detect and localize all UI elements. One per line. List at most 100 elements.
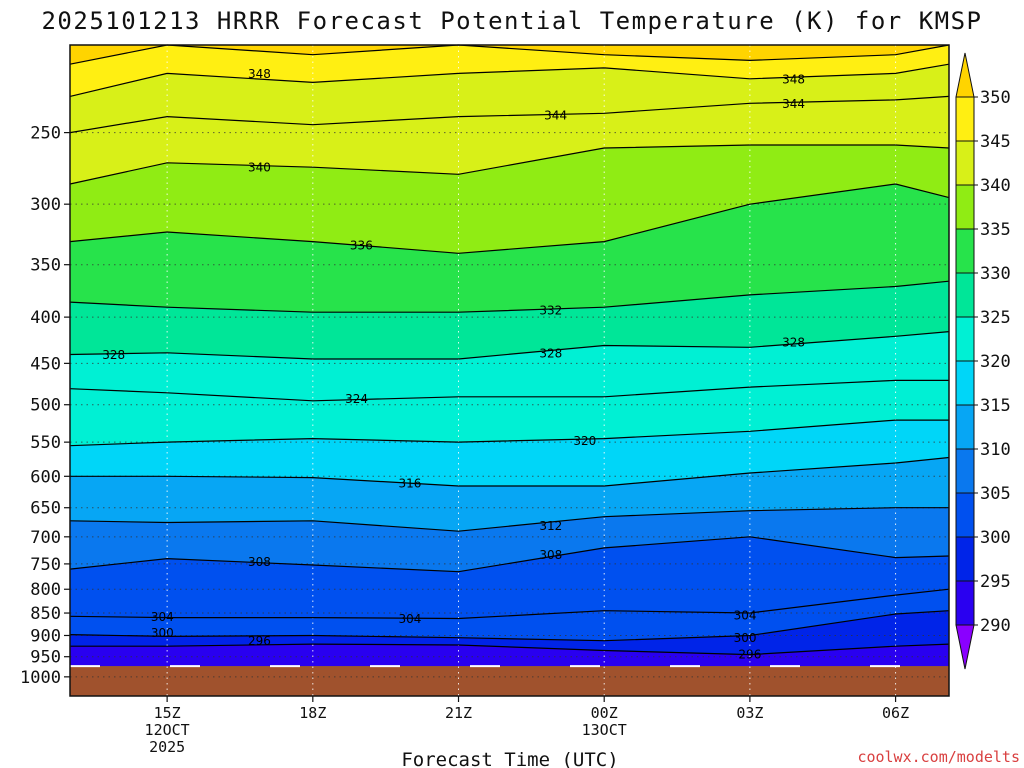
colorbar-tick-label: 290: [980, 616, 1011, 636]
isentrope-348: [69, 63, 950, 97]
isentrope-296: [70, 643, 950, 656]
contour-label-group: 308: [539, 548, 562, 562]
contour-label: 304: [734, 608, 757, 622]
x-tick-label: 15Z: [154, 704, 181, 722]
contour-label: 316: [398, 476, 421, 490]
contour-label: 308: [539, 548, 562, 562]
colorbar-tick-label: 350: [980, 88, 1011, 108]
x-tick-label: 06Z: [882, 704, 909, 722]
y-tick-label: 700: [30, 528, 61, 548]
chart-title: 2025101213 HRRR Forecast Potential Tempe…: [41, 7, 982, 35]
contour-label: 312: [539, 519, 562, 533]
x-tick-label: 21Z: [445, 704, 472, 722]
theta-fill-layer: [70, 45, 949, 696]
x-axis-label: Forecast Time (UTC): [401, 749, 618, 768]
contour-label: 344: [544, 108, 567, 122]
colorbar-box-305: [955, 448, 975, 494]
contour-label-group: 324: [345, 392, 368, 406]
contour-label: 340: [248, 161, 271, 175]
x-tick-label: 13OCT: [582, 721, 627, 739]
isentrope-324: [69, 379, 949, 402]
contour-label: 296: [738, 647, 761, 661]
colorbar-box-290: [955, 580, 975, 626]
grid-layer: [70, 45, 949, 696]
isentrope-352: [69, 44, 950, 65]
contour-label-group: 328: [782, 335, 805, 349]
y-tick-label: 850: [30, 604, 61, 624]
colorbar-tick-label: 335: [980, 220, 1011, 240]
y-tick-label: 450: [30, 354, 61, 374]
x-tick-label: 12OCT: [145, 721, 190, 739]
y-tick-label: 1000: [20, 668, 61, 688]
colorbar: 290 295 300 305 310 315 320 325 330 335 340 345 350: [955, 52, 1011, 670]
contour-label-group: 300: [151, 626, 174, 640]
y-tick-label: 400: [30, 308, 61, 328]
colorbar-tick-label: 340: [980, 176, 1011, 196]
contour-label-group: 344: [544, 108, 567, 122]
contour-label: 324: [345, 392, 368, 406]
contour-label-group: 316: [398, 476, 421, 490]
x-tick-label: 2025: [149, 738, 185, 756]
y-tick-label: 600: [30, 467, 61, 487]
y-tick-label: 800: [30, 580, 61, 600]
isentrope-332: [69, 280, 950, 313]
ground-fill: [70, 666, 949, 696]
plot-frame: [69, 44, 950, 697]
y-tick-label: 350: [30, 256, 61, 276]
contour-label-group: 336: [350, 239, 373, 253]
isentrope-312: [69, 507, 949, 532]
colorbar-box-335: [955, 184, 975, 230]
colorbar-box-330: [955, 228, 975, 274]
credit-link[interactable]: coolwx.com/modelts: [857, 748, 1020, 766]
contour-label-group: 348: [248, 67, 271, 81]
y-tick-label: 300: [30, 195, 61, 215]
contour-label-group: 328: [539, 346, 562, 360]
contour-label: 328: [539, 346, 562, 360]
colorbar-box-315: [955, 360, 975, 406]
colorbar-box-325: [955, 272, 975, 318]
isentrope-336: [69, 183, 950, 254]
colorbar-min-arrow: [955, 624, 975, 670]
contour-label-layer: 348 348 344 344 340 336 332 328 328 328 324 320 316 3…: [102, 67, 805, 661]
colorbar-box-345: [955, 96, 975, 142]
contour-label-group: 296: [738, 647, 761, 661]
contour-label-group: 344: [782, 97, 805, 111]
isentrope-308: [69, 536, 950, 573]
contour-label-group: 308: [248, 555, 271, 569]
ground-layer: [70, 665, 949, 696]
y-tick-label: 650: [30, 499, 61, 519]
contour-label-group: 312: [539, 519, 562, 533]
contour-label-group: 296: [248, 634, 271, 648]
contour-label-group: 300: [734, 631, 757, 645]
colorbar-tick-label: 345: [980, 132, 1011, 152]
y-tick-label: 750: [30, 555, 61, 575]
isentrope-300: [69, 610, 950, 642]
isentrope-328: [69, 331, 950, 360]
colorbar-box-340: [955, 140, 975, 186]
colorbar-tick-label: 325: [980, 308, 1011, 328]
colorbar-tick-label: 320: [980, 352, 1011, 372]
colorbar-box-320: [955, 316, 975, 362]
x-tick-label: 03Z: [736, 704, 763, 722]
isentrope-316: [70, 456, 950, 487]
colorbar-box-295: [955, 536, 975, 582]
isentrope-304: [69, 588, 950, 620]
contour-label: 344: [782, 97, 805, 111]
contour-label: 300: [734, 631, 757, 645]
isentrope-344: [69, 95, 950, 134]
contour-label-group: 304: [151, 610, 174, 624]
colorbar-tick-label: 330: [980, 264, 1011, 284]
contour-label-group: 320: [573, 434, 596, 448]
colorbar-tick-label: 300: [980, 528, 1011, 548]
colorbar-box-310: [955, 404, 975, 450]
contour-label-group: 348: [782, 72, 805, 86]
isentrope-320: [69, 419, 949, 447]
contour-label: 348: [782, 72, 805, 86]
y-axis: 2503003504004505005506006507007508008509…: [20, 124, 70, 688]
contour-label: 308: [248, 555, 271, 569]
y-tick-label: 950: [30, 648, 61, 668]
y-tick-label: 500: [30, 396, 61, 416]
colorbar-tick-label: 310: [980, 440, 1011, 460]
contour-label: 348: [248, 67, 271, 81]
